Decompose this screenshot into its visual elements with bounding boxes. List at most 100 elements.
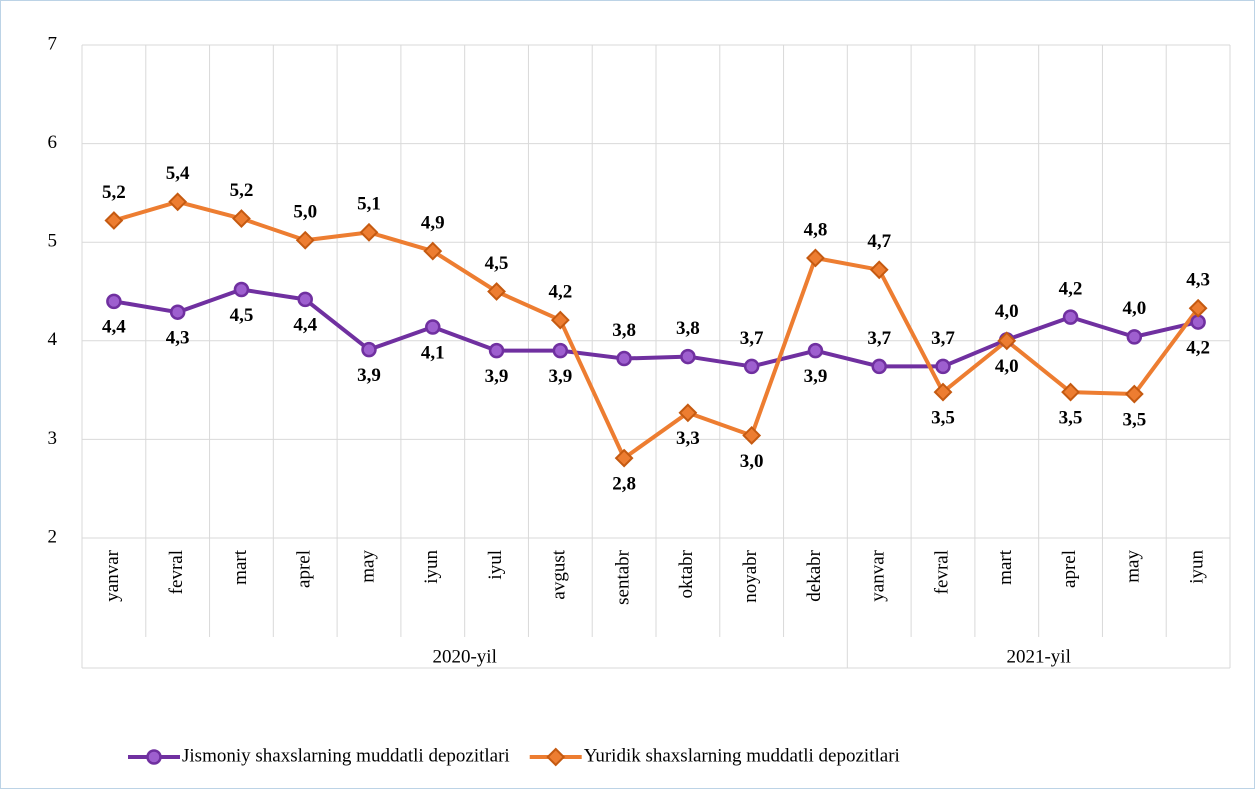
x-tick-label: iyun — [421, 550, 442, 584]
x-tick-label: iyul — [485, 550, 506, 580]
data-label: 4,5 — [230, 305, 254, 326]
point — [680, 348, 696, 365]
data-label: 4,0 — [1122, 298, 1146, 319]
legend-marker — [546, 747, 566, 767]
data-label: 3,0 — [740, 451, 764, 472]
data-label: 4,2 — [1186, 337, 1210, 358]
x-tick-label: may — [1123, 550, 1144, 583]
point — [678, 403, 698, 423]
data-label: 3,3 — [676, 428, 700, 449]
data-label: 3,8 — [676, 318, 700, 339]
point — [614, 448, 634, 468]
series-line — [113, 199, 1200, 461]
data-label: 4,0 — [995, 356, 1019, 377]
data-label: 4,3 — [166, 328, 190, 349]
x-tick-label: fevral — [166, 550, 187, 594]
x-tick-label: iyun — [1186, 550, 1207, 584]
point — [1188, 298, 1208, 318]
y-tick-label: 5 — [48, 231, 58, 252]
data-label: 3,9 — [357, 365, 381, 386]
data-label: 3,9 — [548, 366, 572, 387]
point — [807, 342, 824, 359]
point — [488, 342, 505, 359]
group-label: 2020-yil — [432, 646, 496, 667]
point — [487, 282, 506, 301]
data-label: 4,2 — [1059, 278, 1083, 299]
point — [742, 426, 762, 445]
data-label: 4,8 — [804, 219, 828, 240]
x-tick-label: aprel — [294, 550, 315, 588]
data-label: 3,7 — [867, 328, 891, 349]
x-tick-label: yanvar — [868, 549, 889, 601]
point — [550, 310, 570, 330]
data-label: 4,5 — [485, 253, 509, 274]
data-label: 4,7 — [867, 231, 891, 252]
x-tick-label: mart — [995, 549, 1016, 585]
point — [423, 241, 443, 261]
x-tick-label: mart — [230, 549, 251, 585]
point — [1061, 382, 1080, 402]
point — [997, 331, 1017, 351]
data-label: 4,2 — [548, 281, 572, 302]
legend-marker — [146, 749, 162, 765]
data-label: 4,9 — [421, 212, 445, 233]
point — [425, 319, 441, 335]
x-tick-label: avgust — [549, 549, 570, 599]
point — [106, 293, 122, 310]
series-line — [113, 287, 1199, 369]
data-label: 3,9 — [804, 366, 828, 387]
point — [806, 248, 825, 268]
point — [168, 192, 188, 212]
point — [361, 341, 377, 358]
x-tick-label: yanvar — [102, 549, 123, 601]
point — [104, 211, 124, 230]
data-label: 5,2 — [230, 180, 254, 201]
point — [1124, 384, 1144, 404]
point — [869, 260, 889, 280]
x-tick-label: may — [357, 550, 378, 583]
data-label: 5,4 — [166, 163, 190, 184]
x-tick-label: sentabr — [612, 549, 633, 605]
point — [1126, 329, 1143, 345]
group-label: 2021-yil — [1006, 646, 1070, 667]
y-tick-label: 6 — [48, 132, 58, 153]
data-label: 5,0 — [293, 202, 317, 223]
point — [871, 358, 887, 375]
data-label: 3,9 — [485, 366, 509, 387]
data-label: 3,5 — [931, 407, 955, 428]
data-label: 5,2 — [102, 182, 126, 203]
data-label: 4,4 — [293, 315, 317, 336]
data-label: 4,0 — [995, 301, 1019, 322]
point — [297, 291, 313, 308]
data-label: 3,7 — [931, 328, 955, 349]
point — [616, 350, 632, 367]
data-label: 2,8 — [612, 473, 636, 494]
y-tick-label: 7 — [48, 33, 58, 54]
data-label: 4,1 — [421, 342, 445, 363]
point — [552, 342, 569, 359]
point — [233, 281, 250, 298]
legend-label: Jismoniy shaxslarning muddatli depozitla… — [182, 745, 510, 766]
point — [295, 230, 315, 250]
point — [1062, 309, 1079, 325]
data-label: 3,5 — [1059, 407, 1083, 428]
y-tick-label: 3 — [48, 428, 58, 449]
x-tick-label: aprel — [1059, 550, 1080, 588]
point — [232, 209, 251, 228]
x-tick-label: dekabr — [804, 549, 825, 601]
data-label: 3,7 — [740, 328, 764, 349]
data-label: 4,3 — [1186, 270, 1210, 291]
data-label: 3,8 — [612, 320, 636, 341]
legend-label: Yuridik shaxslarning muddatli depozitlar… — [584, 745, 900, 766]
point — [935, 358, 951, 375]
x-tick-label: oktabr — [676, 549, 697, 598]
point — [933, 382, 953, 402]
data-label: 5,1 — [357, 194, 381, 215]
point — [743, 358, 760, 375]
data-label: 3,5 — [1122, 409, 1146, 430]
point — [169, 304, 186, 320]
data-label: 4,4 — [102, 317, 126, 338]
y-tick-label: 4 — [48, 329, 58, 350]
x-tick-label: fevral — [931, 550, 952, 594]
point — [359, 222, 379, 242]
